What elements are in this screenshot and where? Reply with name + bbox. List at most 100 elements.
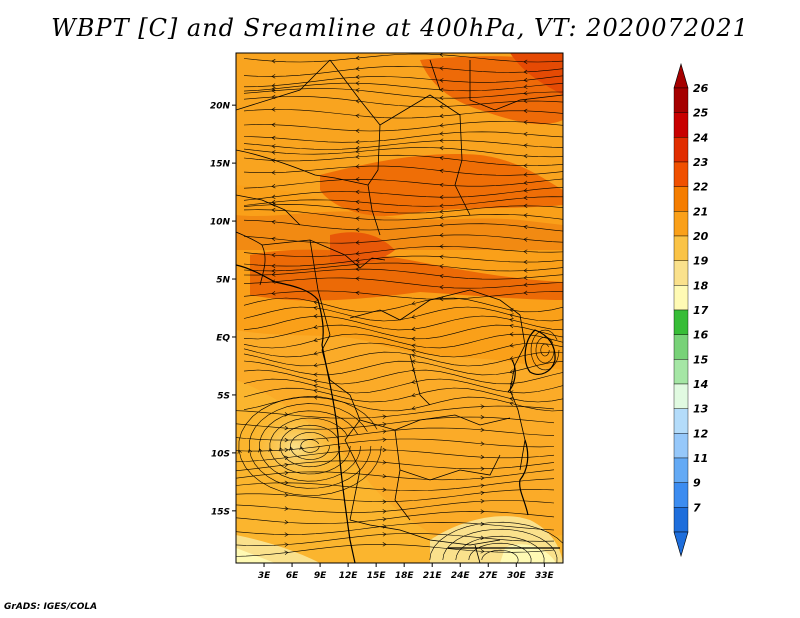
colorbar-bottom-cap	[673, 531, 689, 558]
streamline-arrowhead	[439, 233, 444, 238]
colorbar-label: 20	[693, 230, 709, 243]
streamline-arrowhead	[523, 108, 528, 114]
streamline-arrowhead	[439, 66, 444, 71]
streamline-arrowhead	[284, 532, 289, 537]
streamline-arrowhead	[271, 253, 276, 258]
streamline-arrowhead	[523, 213, 528, 218]
streamline-vortex	[540, 343, 550, 357]
streamline-arrowhead	[439, 195, 444, 200]
colorbar-swatch	[673, 433, 689, 459]
lon-tick-label: 6E	[286, 571, 299, 581]
streamline-arrowhead	[439, 285, 444, 290]
streamline-arrowhead	[271, 59, 276, 64]
streamline	[455, 535, 545, 563]
streamline-arrowhead	[411, 359, 416, 364]
colorbar-swatch	[673, 359, 689, 385]
streamline-arrowhead	[313, 388, 318, 394]
streamline-arrows	[237, 53, 528, 555]
streamline-arrowhead	[382, 542, 387, 547]
streamline	[243, 360, 563, 376]
streamline-arrowhead	[271, 158, 276, 163]
streamline	[236, 438, 555, 452]
colorbar-swatch	[673, 161, 689, 187]
streamline-arrowhead	[480, 521, 485, 527]
colorbar-swatch	[673, 309, 689, 335]
streamline	[243, 351, 563, 367]
streamline-arrowhead	[411, 343, 416, 348]
lon-tick-label: 33E	[535, 571, 555, 581]
streamline-arrowhead	[313, 300, 318, 305]
streamline-arrowhead	[237, 449, 242, 454]
streamline-arrowhead	[355, 81, 360, 86]
streamline-arrowhead	[411, 326, 416, 332]
streamline-arrowhead	[480, 466, 485, 471]
streamline-arrowhead	[439, 264, 444, 269]
streamline-arrowhead	[271, 207, 276, 213]
streamline-arrowhead	[480, 454, 485, 460]
streamline-arrowhead	[313, 384, 318, 389]
streamline	[236, 427, 555, 441]
colorbar-swatch	[673, 482, 689, 508]
streamline	[243, 209, 563, 221]
streamline-arrowhead	[355, 66, 360, 71]
streamline-arrowhead	[523, 180, 528, 185]
streamline	[236, 416, 555, 430]
streamline	[243, 154, 563, 167]
streamline-arrowhead	[523, 188, 528, 193]
streamline-arrowhead	[271, 194, 276, 199]
streamline-arrowhead	[355, 113, 360, 118]
coastline	[236, 264, 560, 563]
streamline-arrowhead	[271, 279, 276, 284]
streamline-arrowhead	[355, 189, 360, 195]
colorbar-swatch	[673, 408, 689, 434]
streamline-arrowhead	[355, 207, 360, 213]
streamline-arrowhead	[313, 314, 318, 319]
streamline	[243, 396, 563, 412]
streamline-arrowhead	[439, 53, 444, 58]
streamline-arrowhead	[284, 412, 289, 417]
streamline	[243, 147, 563, 158]
colorbar-label: 9	[693, 477, 701, 490]
streamline	[243, 121, 563, 132]
streamline-arrowhead	[355, 177, 360, 182]
streamline-arrowhead	[313, 324, 318, 330]
streamline-arrowhead	[271, 135, 276, 141]
colorbar-label: 13	[693, 403, 709, 416]
lon-tick-label: 30E	[507, 571, 527, 581]
streamline-arrowhead	[439, 95, 444, 101]
streamline-arrowhead	[313, 379, 318, 384]
streamline-arrowhead	[509, 323, 514, 329]
streamline-arrowhead	[284, 455, 289, 461]
streamline	[243, 219, 563, 232]
streamline	[243, 255, 563, 267]
streamline	[243, 342, 563, 358]
streamline-arrowhead	[271, 83, 276, 88]
streamline-arrowhead	[523, 224, 528, 230]
streamline-vortex	[290, 432, 330, 460]
streamline-arrowhead	[382, 447, 387, 453]
streamline	[243, 290, 563, 300]
streamline-arrowhead	[523, 203, 528, 208]
streamline	[243, 262, 563, 272]
streamline-arrowhead	[411, 336, 416, 341]
streamline	[243, 245, 563, 257]
streamline-arrowhead	[355, 251, 360, 256]
streamline-arrowhead	[382, 473, 387, 479]
streamline-vortex	[279, 424, 341, 468]
streamline	[243, 65, 563, 77]
streamline-arrowhead	[382, 487, 387, 492]
streamline-arrowhead	[271, 144, 276, 149]
lon-tick-label: 21E	[423, 571, 443, 581]
streamline-arrowhead	[313, 363, 318, 368]
streamline-arrowhead	[523, 237, 528, 242]
streamline-vortex	[269, 417, 351, 475]
colorbar-swatch	[673, 334, 689, 360]
colorbar-label: 26	[693, 82, 709, 95]
streamline-arrowhead	[284, 470, 289, 476]
lat-tick-label: 20N	[210, 102, 231, 112]
colorbar-top-cap	[673, 62, 689, 89]
streamline-arrowhead	[480, 509, 485, 514]
streamline-arrowhead	[355, 216, 360, 221]
streamline	[243, 204, 563, 214]
